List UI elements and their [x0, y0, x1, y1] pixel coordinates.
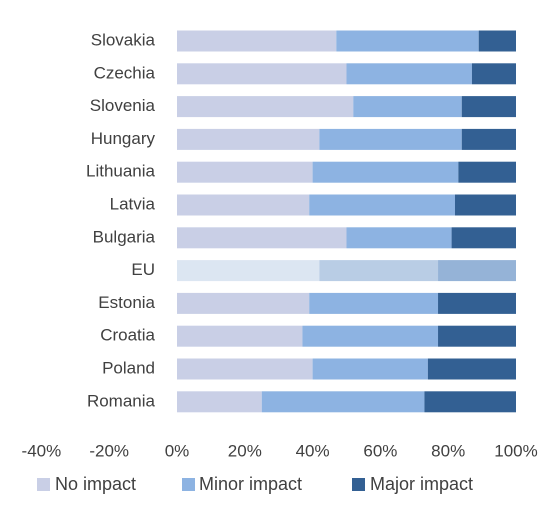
bar-segment: [177, 358, 313, 380]
bar-segment: [261, 391, 425, 413]
bar-segment: [478, 30, 516, 52]
bar-segment: [319, 128, 462, 150]
legend-label: Minor impact: [199, 474, 302, 494]
bar-segment: [177, 161, 313, 183]
bar-segment: [309, 194, 455, 216]
x-tick-label: -40%: [22, 441, 62, 460]
bar-segment: [427, 358, 516, 380]
legend-label: Major impact: [370, 474, 473, 494]
bar-segment: [177, 128, 320, 150]
bar-segment: [471, 63, 516, 85]
category-label: Romania: [87, 391, 156, 410]
bar-segment: [177, 260, 320, 282]
category-label: Slovakia: [91, 30, 156, 49]
category-label: Poland: [102, 358, 155, 377]
bar-segment: [461, 96, 516, 118]
bar-segment: [177, 194, 310, 216]
bar-segment: [312, 358, 428, 380]
bar-segment: [438, 260, 516, 282]
bar-segment: [177, 63, 347, 85]
bar-segment: [319, 260, 439, 282]
bar-segment: [177, 391, 262, 413]
category-label: Slovenia: [90, 96, 156, 115]
x-tick-label: 20%: [228, 441, 262, 460]
legend-swatch: [37, 478, 50, 491]
bar-segment: [177, 227, 347, 249]
bar-segment: [302, 325, 439, 347]
bar-segment: [346, 227, 452, 249]
category-label: Latvia: [110, 194, 156, 213]
category-label: Lithuania: [86, 162, 156, 181]
bar-segment: [353, 96, 462, 118]
bar-segment: [461, 128, 516, 150]
x-tick-label: 60%: [363, 441, 397, 460]
bar-segment: [454, 194, 516, 216]
legend-label: No impact: [55, 474, 136, 494]
legend-swatch: [352, 478, 365, 491]
bar-segment: [177, 325, 303, 347]
x-tick-label: -20%: [89, 441, 129, 460]
category-label: EU: [131, 260, 155, 279]
category-label: Estonia: [98, 293, 155, 312]
bar-segment: [424, 391, 516, 413]
bar-segment: [458, 161, 516, 183]
x-tick-label: 40%: [296, 441, 330, 460]
bar-segment: [438, 325, 516, 347]
bar-segment: [177, 30, 337, 52]
x-tick-label: 100%: [494, 441, 537, 460]
bar-segment: [309, 292, 439, 314]
bar-segment: [438, 292, 516, 314]
category-label: Czechia: [94, 63, 156, 82]
category-label: Bulgaria: [93, 227, 156, 246]
x-tick-label: 80%: [431, 441, 465, 460]
x-tick-label: 0%: [165, 441, 190, 460]
bar-segment: [312, 161, 459, 183]
bar-segment: [451, 227, 516, 249]
category-label: Hungary: [91, 129, 156, 148]
bar-segment: [336, 30, 479, 52]
bar-segment: [177, 292, 310, 314]
legend-swatch: [182, 478, 195, 491]
category-label: Croatia: [100, 326, 155, 345]
bar-segment: [346, 63, 472, 85]
bar-segment: [177, 96, 354, 118]
